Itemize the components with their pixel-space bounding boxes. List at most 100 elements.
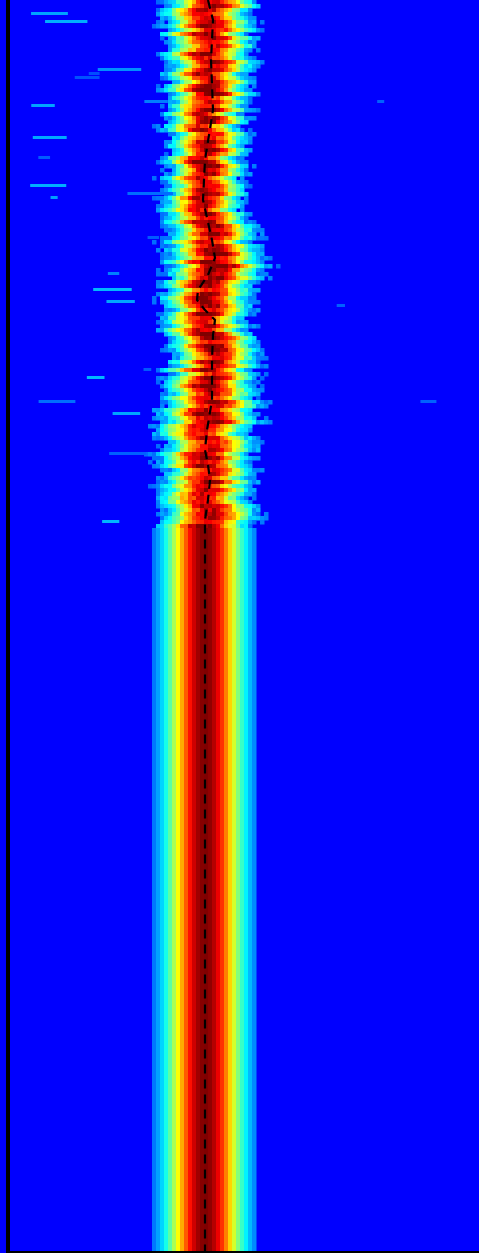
heatmap-cell (176, 568, 181, 573)
heatmap-cell (208, 440, 213, 445)
heatmap-cell (244, 756, 249, 761)
heatmap-cell (208, 684, 213, 689)
heatmap-cell (240, 192, 245, 197)
heatmap-cell (192, 336, 197, 341)
heatmap-cell (252, 708, 257, 713)
heatmap-cell (180, 76, 185, 81)
heatmap-cell (248, 68, 253, 73)
heatmap-cell (252, 604, 257, 609)
heatmap-cell (236, 328, 241, 333)
heatmap-cell (168, 316, 173, 321)
heatmap-cell (248, 252, 253, 257)
heatmap-cell (172, 160, 177, 165)
heatmap-cell (236, 504, 241, 509)
heatmap-cell (176, 44, 181, 49)
heatmap-cell (196, 56, 201, 61)
heatmap-cell (236, 100, 241, 105)
heatmap-cell (228, 628, 233, 633)
heatmap-cell (208, 624, 213, 629)
heatmap-cell (164, 52, 169, 57)
heatmap-cell (216, 772, 221, 777)
heatmap-cell (176, 624, 181, 629)
heatmap-cell (168, 556, 173, 561)
heatmap-cell (184, 80, 189, 85)
heatmap-cell (164, 380, 169, 385)
heatmap-cell (212, 656, 217, 661)
heatmap-cell (200, 464, 205, 469)
heatmap-cell (172, 500, 177, 505)
heatmap-cell (184, 728, 189, 733)
heatmap-cell (248, 484, 253, 489)
heatmap-cell (212, 752, 217, 757)
heatmap-cell (160, 284, 165, 289)
heatmap-cell (236, 280, 241, 285)
heatmap-cell (180, 408, 185, 413)
heatmap-cell (240, 492, 245, 497)
heatmap-cell (188, 624, 193, 629)
heatmap-cell (208, 552, 213, 557)
heatmap-cell (252, 552, 257, 557)
heatmap-cell (160, 784, 165, 789)
heatmap-cell (180, 704, 185, 709)
heatmap-cell (176, 536, 181, 541)
heatmap-cell (224, 576, 229, 581)
heatmap-cell (188, 184, 193, 189)
heatmap-cell (172, 476, 177, 481)
heatmap-cell (168, 84, 173, 89)
heatmap-cell (152, 680, 157, 685)
heatmap-cell (224, 388, 229, 393)
heatmap-cell (196, 320, 201, 325)
heatmap-cell (244, 536, 249, 541)
heatmap-cell (220, 524, 225, 529)
heatmap-cell (236, 112, 241, 117)
heatmap-cell (196, 224, 201, 229)
heatmap-cell (252, 84, 257, 89)
heatmap-cell (192, 656, 197, 661)
heatmap-cell (188, 72, 193, 77)
heatmap-cell (168, 436, 173, 441)
heatmap-cell (168, 328, 173, 333)
heatmap-cell (220, 48, 225, 53)
heatmap-cell (184, 344, 189, 349)
heatmap-cell (184, 488, 189, 493)
heatmap-cell (200, 264, 205, 269)
heatmap-cell (188, 780, 193, 785)
heatmap-cell (244, 216, 249, 221)
heatmap-cell (252, 340, 257, 345)
heatmap-cell (184, 88, 189, 93)
heatmap-cell (232, 616, 237, 621)
heatmap-cell (164, 244, 169, 249)
heatmap-cell (216, 192, 221, 197)
heatmap-cell (244, 744, 249, 749)
heatmap-cell (196, 36, 201, 41)
heatmap-cell (220, 224, 225, 229)
heatmap-cell (188, 584, 193, 589)
heatmap-cell (220, 368, 225, 373)
heatmap-cell (212, 432, 217, 437)
heatmap-cell (216, 692, 221, 697)
heatmap-cell (160, 272, 165, 277)
heatmap-cell (196, 160, 201, 165)
heatmap-cell (184, 768, 189, 773)
heatmap-cell (38, 400, 76, 403)
heatmap-cell (208, 516, 213, 521)
heatmap-cell (176, 752, 181, 757)
heatmap-cell (176, 628, 181, 633)
heatmap-cell (208, 208, 213, 213)
heatmap-cell (168, 88, 173, 93)
heatmap-cell (176, 668, 181, 673)
heatmap-cell (216, 376, 221, 381)
heatmap-cell (200, 300, 205, 305)
heatmap-cell (220, 732, 225, 737)
heatmap-cell (168, 580, 173, 585)
heatmap-cell (184, 464, 189, 469)
heatmap-cell (200, 804, 205, 809)
heatmap-cell (188, 56, 193, 61)
heatmap-cell (216, 140, 221, 145)
heatmap-cell (156, 788, 161, 793)
heatmap-cell (216, 28, 221, 33)
heatmap-cell (236, 508, 241, 513)
heatmap-cell (224, 764, 229, 769)
heatmap-cell (168, 388, 173, 393)
heatmap-cell (172, 340, 177, 345)
